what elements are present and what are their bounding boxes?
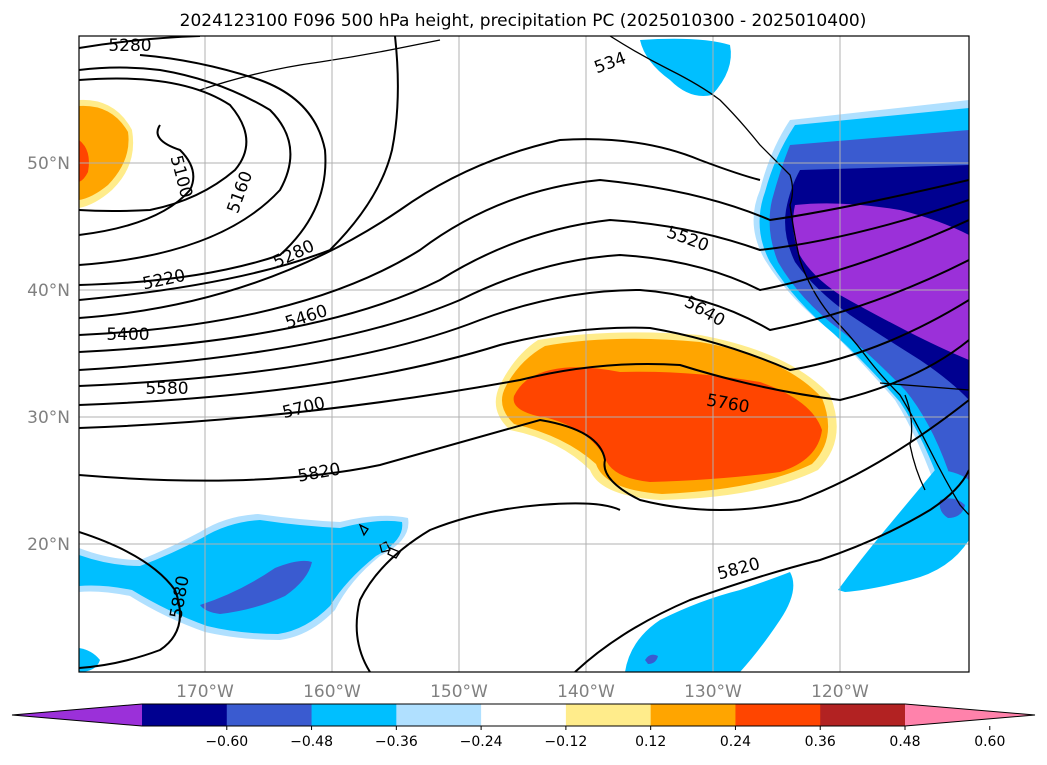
lon-label: 130°W [684, 682, 742, 702]
height-contour [79, 178, 969, 336]
colorbar-segment [820, 704, 906, 726]
precip-area-positive [513, 367, 822, 482]
longitude-labels: 170°W 160°W 150°W 140°W 130°W 120°W [176, 682, 869, 702]
height-contours [79, 36, 969, 672]
colorbar-segment [142, 704, 228, 726]
colorbar-tick-label: 0.12 [635, 734, 666, 750]
colorbar-tick-label: 0.60 [974, 734, 1005, 750]
lon-label: 160°W [303, 682, 361, 702]
colorbar-segment [396, 704, 482, 726]
colorbar-tick-label: 0.48 [889, 734, 920, 750]
colorbar-tick-label: −0.24 [460, 734, 503, 750]
height-contour [79, 531, 181, 669]
height-contour [355, 502, 621, 672]
contour-label: 5280 [108, 36, 151, 56]
colorbar-segment [226, 704, 313, 726]
map-frame [78, 35, 970, 673]
height-contour [79, 399, 969, 511]
height-contour [79, 36, 399, 301]
height-contour [574, 469, 969, 672]
height-contour [79, 54, 327, 286]
colorbar-tick-label: −0.12 [544, 734, 587, 750]
colorbar-segment [735, 704, 821, 726]
lat-label: 40°N [27, 281, 70, 301]
precip-area-negative [793, 203, 969, 360]
lon-label: 120°W [811, 682, 869, 702]
colorbar-segment [565, 704, 652, 726]
height-contour [79, 259, 969, 387]
lat-label: 50°N [27, 154, 70, 174]
colorbar-tick-label: 0.36 [805, 734, 836, 750]
latitude-labels: 50°N 40°N 30°N 20°N [27, 154, 70, 555]
colorbar-segment [481, 704, 567, 726]
colorbar-segment [650, 704, 736, 726]
height-contour [79, 138, 761, 319]
lon-label: 140°W [557, 682, 615, 702]
precip-area-negative [200, 560, 312, 614]
precip-area-negative [79, 520, 403, 634]
height-contour [79, 124, 195, 236]
precip-area-positive [79, 140, 89, 182]
height-contour [79, 199, 969, 353]
colorbar-tick-label: −0.48 [290, 734, 333, 750]
colorbar-tick-label: 0.24 [720, 734, 751, 750]
colorbar-tick-label: −0.36 [375, 734, 418, 750]
graticule [79, 36, 969, 672]
colorbar-segment [311, 704, 397, 726]
figure-title: 2024123100 F096 500 hPa height, precipit… [180, 11, 867, 31]
height-contour [79, 66, 292, 266]
lon-label: 170°W [176, 682, 234, 702]
colorbar-extension-high [905, 704, 1035, 726]
height-contour [79, 219, 969, 371]
precip-area-negative [838, 470, 969, 592]
precip-area-negative [625, 572, 794, 672]
lon-label: 150°W [430, 682, 488, 702]
precip-area-negative [640, 38, 731, 96]
precip-area-positive [79, 105, 129, 200]
map-panel: 5280 5100 5160 5220 5280 5400 5460 5580 … [79, 36, 969, 672]
contour-label: 5400 [106, 325, 149, 345]
height-contour [79, 299, 969, 406]
height-contour [79, 77, 248, 212]
colorbar: −0.60 −0.48 −0.36 −0.24 −0.12 0.12 0.24 0.36 0.4… [11, 703, 1036, 750]
lat-label: 20°N [27, 535, 70, 555]
lat-label: 30°N [27, 408, 70, 428]
colorbar-outline [11, 703, 1036, 727]
contour-label: 5580 [145, 379, 188, 399]
colorbar-extension-low [12, 704, 142, 726]
height-contour [79, 339, 969, 429]
colorbar-tick-label: −0.60 [205, 734, 248, 750]
